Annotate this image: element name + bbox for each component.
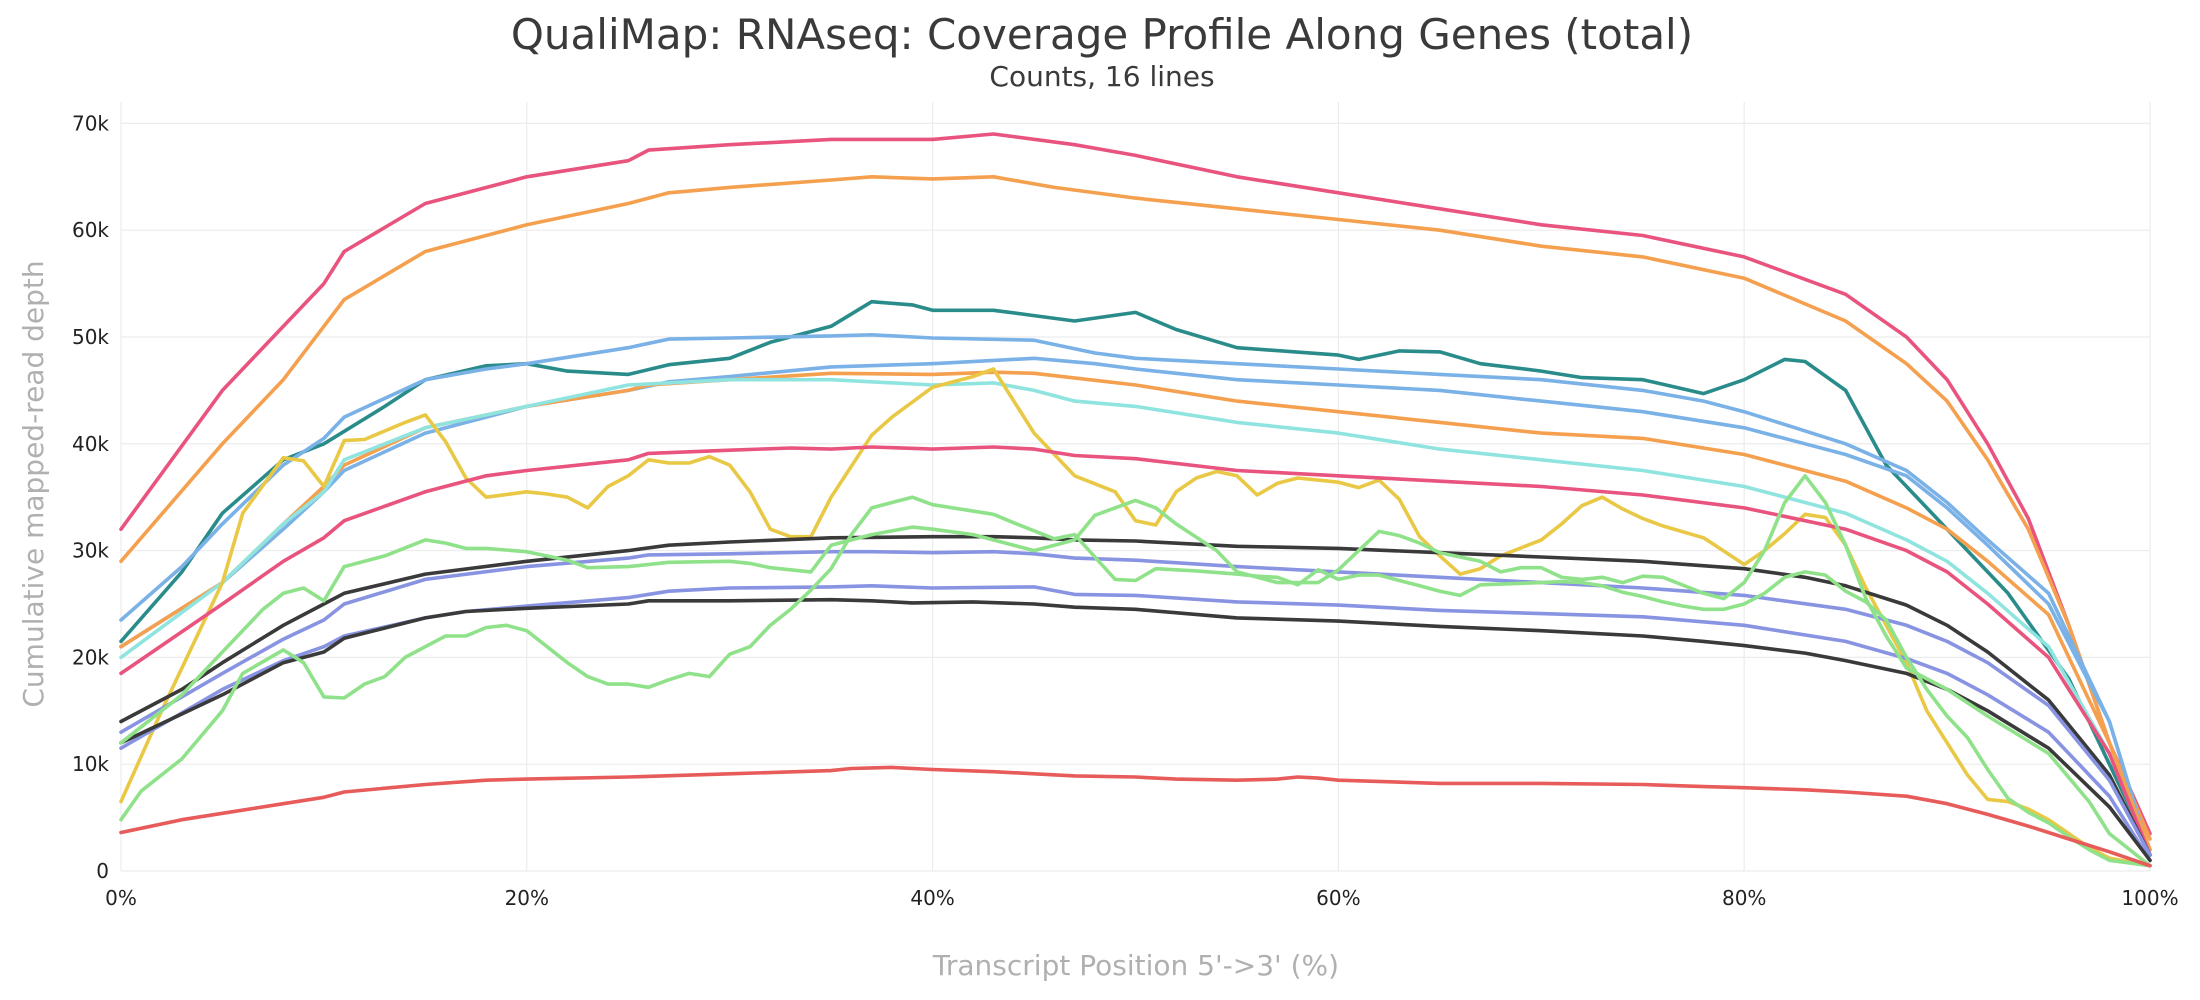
x-tick-label: 60%: [1316, 886, 1360, 910]
x-tick-label: 100%: [2121, 886, 2178, 910]
series-line: [119, 377, 2152, 857]
y-tick-label: 50k: [72, 325, 109, 349]
y-tick-label: 20k: [72, 645, 109, 669]
series-line: [119, 445, 2152, 857]
x-axis-title: Transcript Position 5'->3' (%): [932, 949, 1339, 982]
series-line: [119, 370, 2152, 852]
series-line: [119, 534, 2152, 857]
series-line: [119, 132, 2152, 836]
series-line: [119, 495, 2152, 868]
series-line: [119, 584, 2152, 863]
series-lines: [119, 132, 2152, 868]
series-line: [119, 299, 2152, 852]
series-line: [119, 175, 2152, 841]
y-tick-label: 40k: [72, 432, 109, 456]
x-axis-ticks: 0% 20% 40% 60% 80% 100%: [105, 886, 2178, 910]
y-tick-label: 30k: [72, 539, 109, 563]
y-axis-title: Cumulative mapped-read depth: [17, 260, 50, 707]
y-tick-label: 60k: [72, 218, 109, 242]
x-tick-label: 0%: [105, 886, 137, 910]
series-line: [119, 597, 2152, 863]
series-line: [119, 356, 2152, 857]
chart-subtitle: Counts, 16 lines: [989, 60, 1214, 93]
chart-title: QualiMap: RNAseq: Coverage Profile Along…: [511, 10, 1693, 59]
series-line: [119, 765, 2152, 868]
y-tick-label: 0: [96, 859, 109, 883]
x-tick-label: 80%: [1722, 886, 1766, 910]
x-tick-label: 40%: [910, 886, 954, 910]
series-line: [119, 549, 2152, 857]
series-line: [119, 333, 2152, 857]
y-tick-label: 10k: [72, 752, 109, 776]
y-axis-ticks: 0 10k 20k 30k 40k 50k 60k 70k: [72, 111, 109, 883]
series-line: [119, 474, 2152, 868]
grid: [120, 102, 2151, 872]
x-tick-label: 20%: [505, 886, 549, 910]
y-tick-label: 70k: [72, 111, 109, 135]
